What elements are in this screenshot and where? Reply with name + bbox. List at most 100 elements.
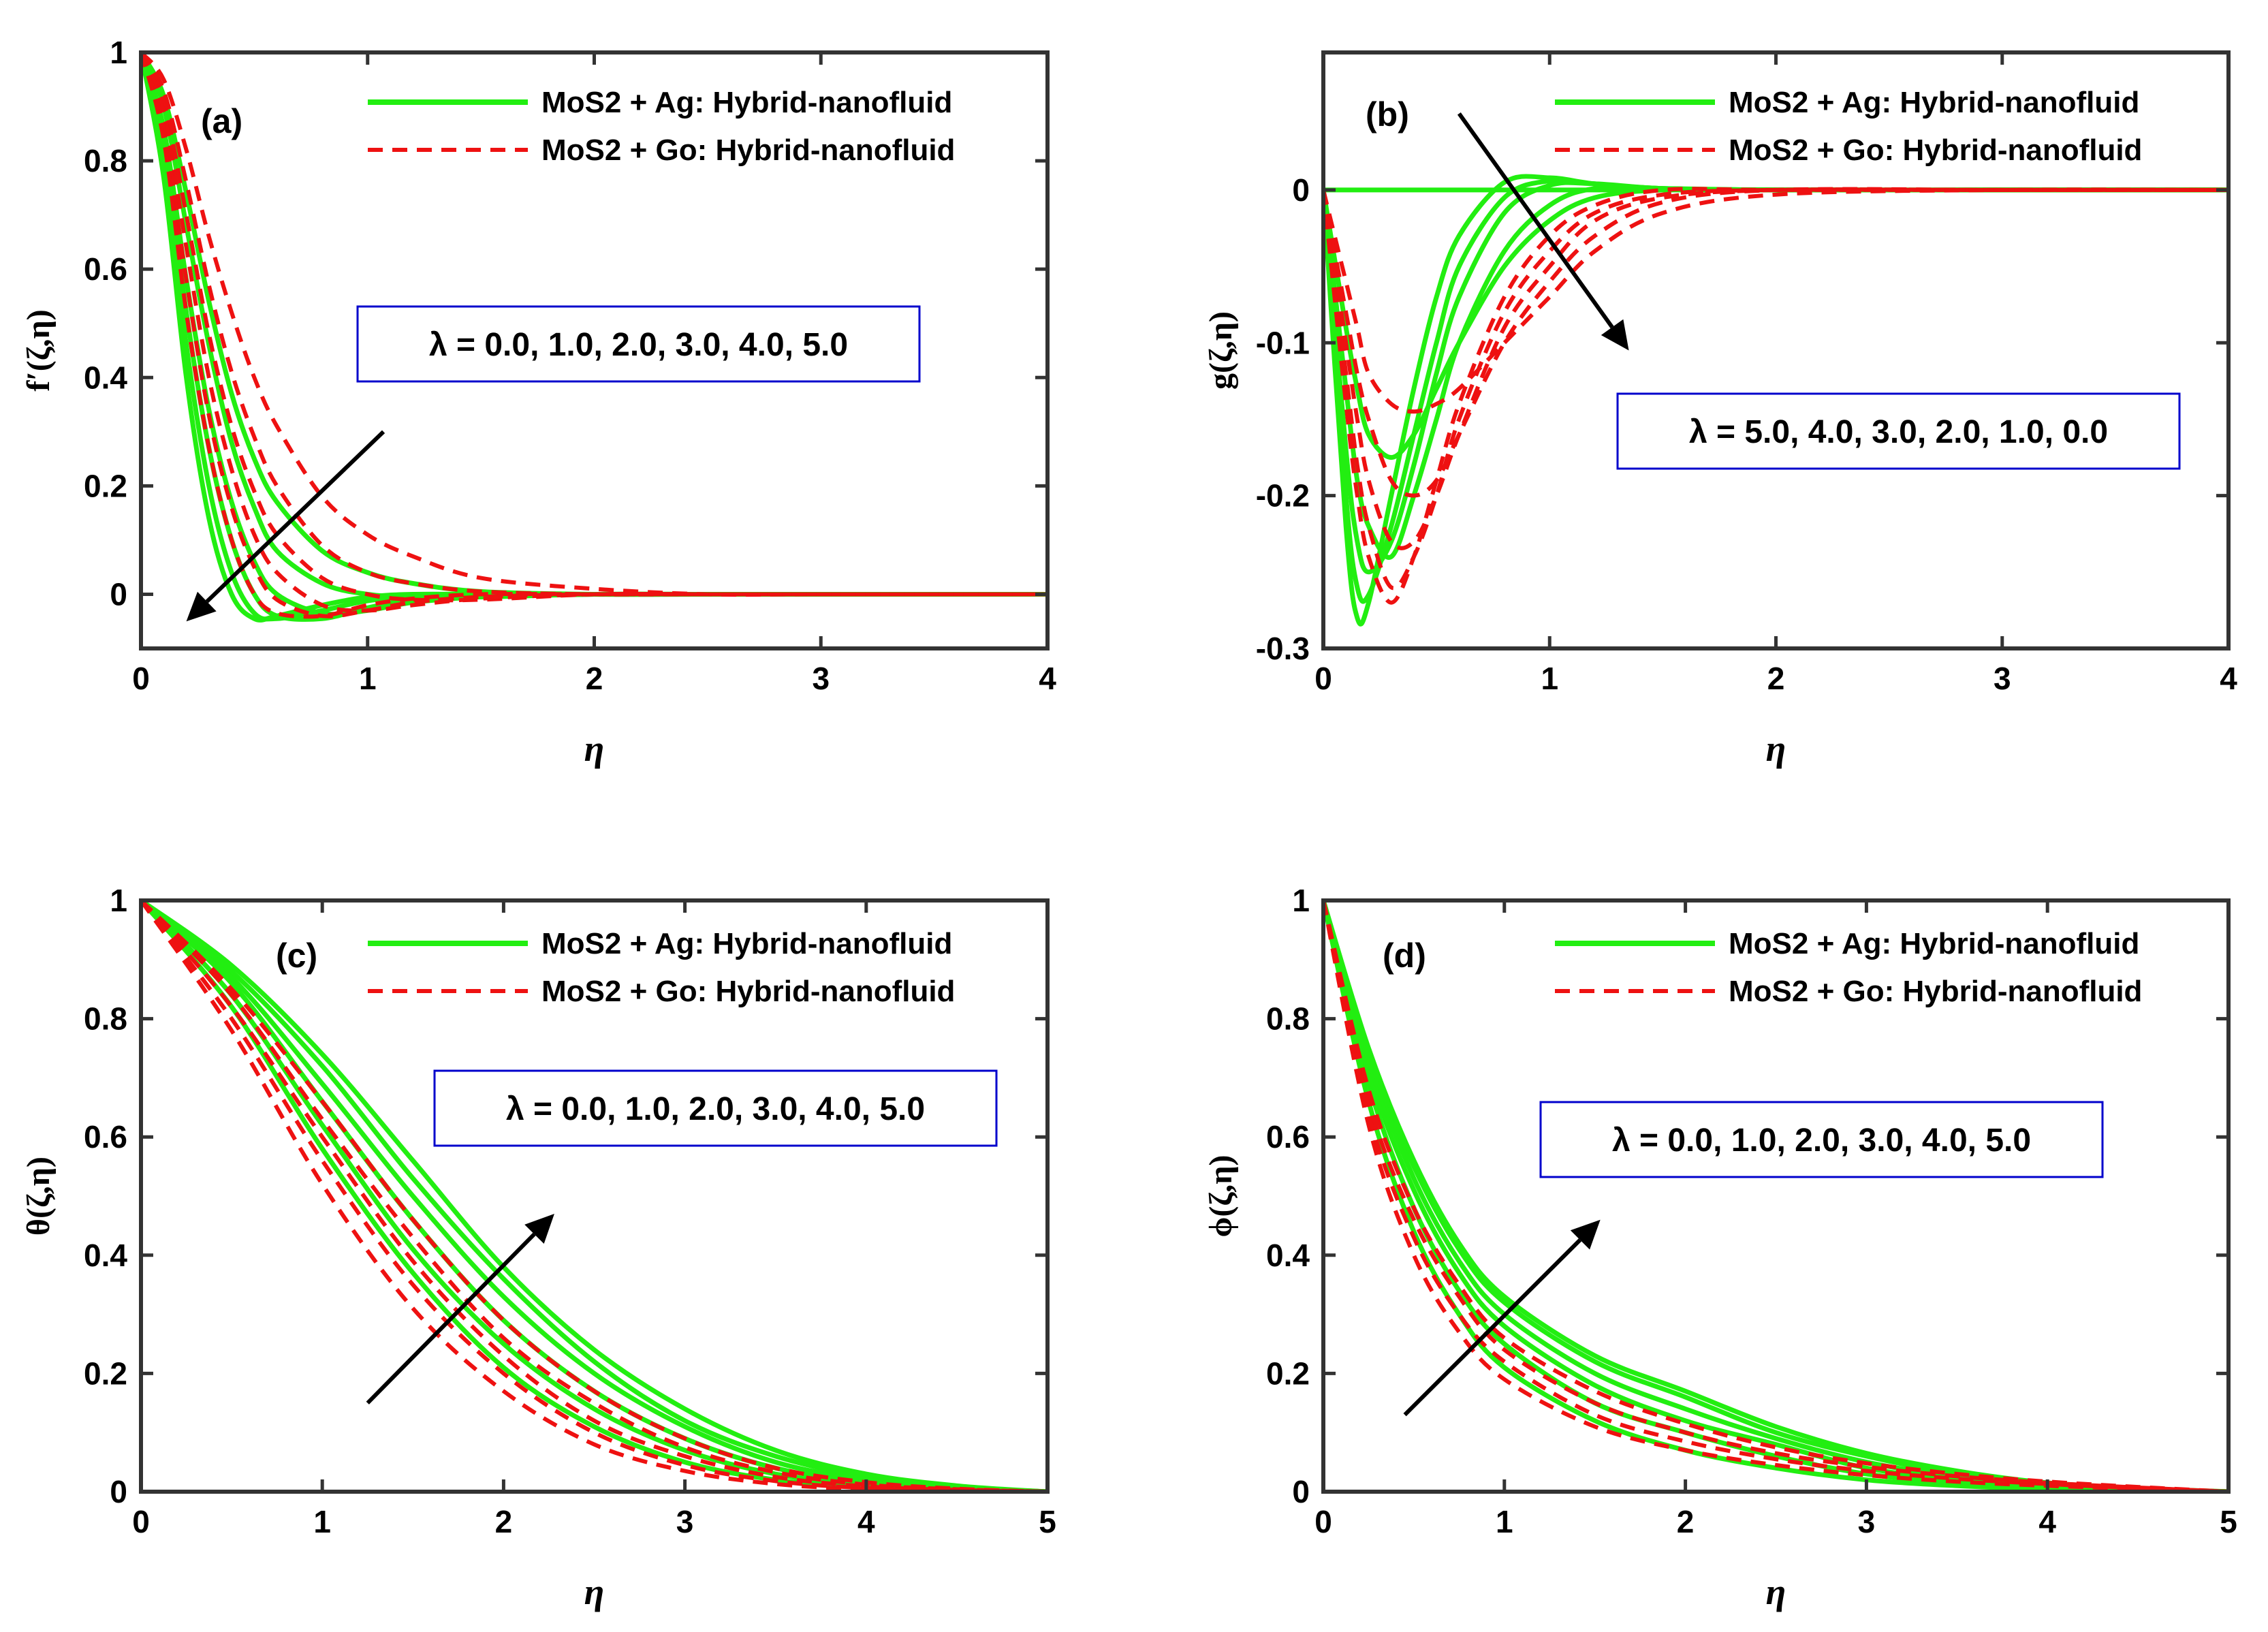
panel-c: 0 1 2 3 4 5 0 0.2 0.4 0.6 0.8 1 η θ(ζ,η) (c) MoS2 + Ag:…	[20, 883, 1056, 1612]
legend-go-label: MoS2 + Go: Hybrid-nanofluid	[541, 975, 955, 1008]
x-tick-label: 2	[1677, 1504, 1695, 1539]
x-tick-label: 2	[495, 1504, 513, 1539]
go-curve-1	[1323, 187, 2228, 591]
y-tick-label: 0.6	[84, 1119, 127, 1155]
y-tick-label: 0.4	[1266, 1238, 1310, 1273]
x-tick-label: 3	[1994, 661, 2011, 696]
panel-label: (a)	[201, 102, 242, 140]
y-tick-label: -0.3	[1256, 631, 1310, 666]
trend-arrow-head	[186, 591, 217, 622]
ag-curve-3	[141, 900, 1048, 1492]
legend-ag-label: MoS2 + Ag: Hybrid-nanofluid	[1729, 86, 2139, 119]
x-tick-label: 0	[1314, 1504, 1332, 1539]
y-tick-label: 0.8	[1266, 1001, 1310, 1037]
ag-curve-4	[141, 900, 1048, 1492]
trend-arrow-head	[524, 1214, 554, 1244]
legend: MoS2 + Ag: Hybrid-nanofluid MoS2 + Go: Hy…	[368, 927, 955, 1008]
x-tick-label: 4	[2220, 661, 2237, 696]
y-tick-label: 0.6	[84, 251, 127, 287]
go-curve-5	[141, 52, 1048, 619]
y-tick-label: 0.6	[1266, 1119, 1310, 1155]
x-axis-label: η	[584, 1571, 605, 1612]
x-tick-label: 2	[1767, 661, 1785, 696]
trend-arrow-head	[1570, 1219, 1601, 1250]
panel-label: (d)	[1383, 937, 1426, 975]
legend: MoS2 + Ag: Hybrid-nanofluid MoS2 + Go: Hy…	[1555, 927, 2142, 1008]
axes-frame	[139, 898, 1050, 1494]
x-tick-label: 4	[1039, 661, 1056, 696]
lambda-values: λ = 0.0, 1.0, 2.0, 3.0, 4.0, 5.0	[506, 1091, 925, 1127]
x-tick-label: 0	[1314, 661, 1332, 696]
panel-label: (c)	[276, 937, 317, 975]
lambda-box	[356, 305, 921, 383]
y-tick-label: 0.2	[1266, 1355, 1310, 1391]
go-curve-0	[1323, 900, 2228, 1492]
lambda-values: λ = 0.0, 1.0, 2.0, 3.0, 4.0, 5.0	[429, 327, 848, 363]
ag-curve-2	[1323, 180, 2228, 575]
y-axis-label: θ(ζ,η)	[20, 1157, 57, 1236]
panel-a: 0 1 2 3 4 0 0.2 0.4 0.6 0.8 1 η f′(ζ,η) (a) MoS2 + Ag:…	[20, 35, 1056, 769]
legend: MoS2 + Ag: Hybrid-nanofluid MoS2 + Go: Hy…	[368, 86, 955, 167]
y-axis-label: f′(ζ,η)	[20, 309, 57, 392]
lambda-values: λ = 5.0, 4.0, 3.0, 2.0, 1.0, 0.0	[1689, 414, 2108, 450]
x-tick-label: 2	[586, 661, 603, 696]
trend-arrow-shaft	[1403, 1238, 1582, 1417]
go-curve-2	[141, 52, 1048, 603]
y-tick-label: 1	[110, 35, 127, 70]
x-tick-label: 3	[1858, 1504, 1876, 1539]
x-tick-label: 1	[1541, 661, 1558, 696]
go-curve-3	[141, 52, 1048, 613]
x-tick-label: 0	[132, 661, 150, 696]
legend: MoS2 + Ag: Hybrid-nanofluid MoS2 + Go: Hy…	[1555, 86, 2142, 167]
legend-ag-label: MoS2 + Ag: Hybrid-nanofluid	[541, 927, 952, 960]
go-curve-4	[141, 900, 1048, 1492]
y-tick-label: 0	[110, 1474, 127, 1509]
trend-arrow-shaft	[366, 1232, 536, 1405]
y-tick-label: 0.4	[84, 1238, 127, 1273]
go-curve-3	[141, 900, 1048, 1492]
x-tick-label: 5	[2220, 1504, 2237, 1539]
ag-curve-5	[141, 900, 1048, 1492]
x-axis-label: η	[584, 728, 605, 769]
panel-d: 0 1 2 3 4 5 0 0.2 0.4 0.6 0.8 1 η ϕ(ζ,η) (d) MoS2 + Ag:…	[1203, 883, 2237, 1612]
y-axis-label: ϕ(ζ,η)	[1203, 1155, 1239, 1237]
y-tick-label: 0	[1292, 172, 1310, 208]
trend-arrow-shaft	[1457, 112, 1614, 329]
y-tick-label: 1	[110, 883, 127, 918]
lambda-box	[1616, 392, 2181, 470]
go-curve-0	[141, 900, 1048, 1492]
x-axis-label: η	[1766, 728, 1786, 769]
plot-area	[141, 900, 1048, 1492]
x-axis-label: η	[1766, 1571, 1786, 1612]
plot-area	[1323, 174, 2228, 627]
legend-ag-label: MoS2 + Ag: Hybrid-nanofluid	[541, 86, 952, 119]
go-curve-2	[141, 900, 1048, 1492]
y-tick-label: 0.8	[84, 1001, 127, 1037]
x-tick-label: 5	[1039, 1504, 1056, 1539]
trend-arrow-shaft	[205, 430, 385, 603]
x-tick-label: 0	[132, 1504, 150, 1539]
panel-label: (b)	[1366, 95, 1409, 134]
x-tick-label: 3	[676, 1504, 694, 1539]
go-curve-2	[1323, 900, 2228, 1492]
ag-curve-3	[1323, 185, 2228, 560]
trend-arrow-head	[1601, 319, 1629, 351]
go-curve-1	[141, 900, 1048, 1492]
y-tick-label: 0	[110, 576, 127, 612]
go-curve-2	[1323, 187, 2228, 550]
go-curve-3	[1323, 187, 2228, 498]
y-tick-label: -0.1	[1256, 325, 1310, 360]
axes-frame	[1321, 898, 2231, 1494]
y-tick-label: 1	[1292, 883, 1310, 918]
x-tick-label: 4	[857, 1504, 875, 1539]
x-tick-label: 1	[313, 1504, 331, 1539]
y-tick-label: 0.2	[84, 468, 127, 503]
y-tick-label: 0.8	[84, 143, 127, 178]
x-tick-label: 3	[812, 661, 830, 696]
y-tick-label: 0	[1292, 1474, 1310, 1509]
panel-b: 0 1 2 3 4 -0.3 -0.2 -0.1 0 η g(ζ,η) (b) MoS2 + Ag: H…	[1203, 50, 2237, 769]
x-tick-label: 1	[359, 661, 377, 696]
go-curve-3	[1323, 900, 2228, 1492]
y-axis-label: g(ζ,η)	[1203, 311, 1239, 390]
